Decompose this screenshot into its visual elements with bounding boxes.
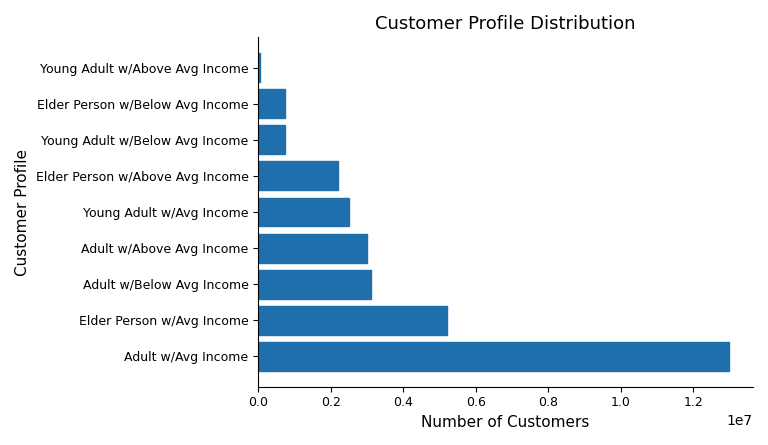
Title: Customer Profile Distribution: Customer Profile Distribution (376, 15, 636, 33)
Y-axis label: Customer Profile: Customer Profile (15, 149, 30, 275)
Bar (258, 89, 286, 118)
Bar (258, 306, 447, 335)
Bar (258, 270, 370, 299)
Bar (258, 53, 260, 82)
X-axis label: Number of Customers: Number of Customers (422, 415, 590, 430)
Bar (258, 198, 349, 227)
Bar (258, 125, 286, 154)
Bar (258, 162, 338, 190)
Bar (258, 342, 730, 371)
Bar (258, 234, 367, 263)
